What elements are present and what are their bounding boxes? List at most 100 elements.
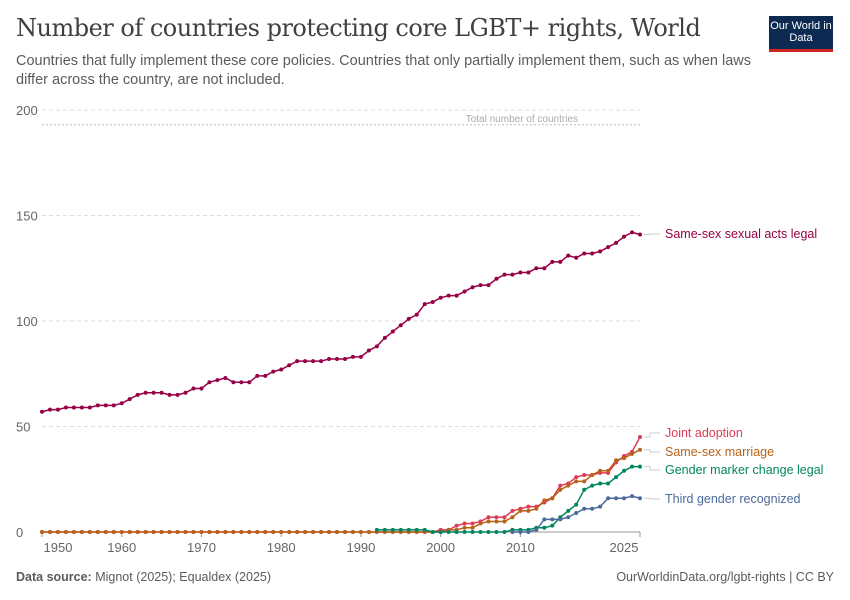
data-point: [510, 508, 515, 513]
data-point: [630, 494, 635, 499]
data-point: [47, 407, 52, 412]
data-point: [526, 530, 531, 534]
data-source: Data source: Mignot (2025); Equaldex (20…: [16, 570, 271, 584]
data-point: [231, 530, 236, 534]
data-point: [478, 530, 483, 534]
data-point: [358, 354, 363, 359]
data-point: [622, 234, 627, 239]
data-point: [151, 530, 156, 534]
x-tick-label: 1970: [187, 540, 216, 555]
data-point: [638, 435, 642, 440]
data-point: [199, 386, 204, 391]
data-point: [159, 530, 164, 534]
data-point: [598, 468, 603, 473]
data-point: [247, 530, 252, 534]
data-point: [207, 530, 212, 534]
series-line-gender-marker-change-legal: [376, 465, 640, 533]
data-point: [486, 530, 491, 534]
y-tick-label: 0: [16, 525, 23, 540]
data-point: [430, 530, 435, 534]
x-tick-label: 2000: [426, 540, 455, 555]
data-point: [199, 530, 204, 534]
data-point: [454, 530, 459, 534]
data-point: [366, 530, 371, 534]
data-point: [366, 348, 371, 353]
data-point: [558, 487, 563, 492]
series-line-same-sex-sexual-acts-legal: [41, 231, 641, 413]
data-point: [135, 530, 140, 534]
data-point: [470, 521, 475, 526]
data-point: [590, 506, 595, 511]
series-line-same-sex-marriage: [42, 449, 641, 533]
data-point: [582, 506, 587, 511]
data-point: [566, 483, 571, 488]
data-point: [486, 283, 491, 288]
data-point: [590, 251, 595, 256]
data-point: [606, 245, 611, 250]
data-point: [606, 496, 611, 501]
data-point: [215, 530, 220, 534]
data-point: [558, 259, 563, 264]
data-point: [478, 283, 483, 288]
data-point: [271, 530, 276, 534]
owid-logo[interactable]: Our World in Data: [769, 16, 833, 52]
data-point: [390, 329, 395, 334]
data-point: [119, 530, 124, 534]
data-point: [279, 530, 284, 534]
source-text[interactable]: Mignot (2025); Equaldex (2025): [95, 570, 272, 584]
data-point: [255, 373, 260, 378]
data-point: [398, 527, 403, 532]
data-point: [143, 530, 148, 534]
data-point: [518, 508, 523, 513]
data-point: [79, 405, 84, 410]
data-point: [566, 253, 571, 258]
data-point: [414, 527, 419, 532]
data-point: [510, 515, 515, 520]
data-point: [462, 530, 467, 534]
data-point: [239, 380, 244, 385]
data-point: [406, 316, 411, 321]
data-point: [295, 530, 300, 534]
data-point: [558, 517, 563, 522]
data-point: [486, 519, 491, 524]
data-point: [135, 392, 140, 397]
data-point: [606, 468, 611, 473]
data-point: [342, 356, 347, 361]
data-point: [598, 249, 603, 254]
label-connector: [644, 432, 660, 438]
data-point: [526, 504, 531, 509]
source-label: Data source:: [16, 570, 92, 584]
data-point: [622, 468, 627, 473]
data-point: [630, 464, 635, 469]
data-point: [614, 496, 619, 501]
reference-line-label: Total number of countries: [466, 114, 578, 125]
data-point: [526, 270, 531, 275]
data-point: [550, 517, 555, 522]
data-point: [462, 525, 467, 530]
data-point: [414, 312, 419, 317]
data-point: [622, 456, 627, 461]
data-point: [494, 276, 499, 281]
data-point: [582, 473, 587, 478]
footer-url[interactable]: OurWorldinData.org/lgbt-rights | CC BY: [616, 570, 834, 584]
data-point: [327, 530, 332, 534]
data-point: [335, 356, 340, 361]
y-tick-label: 50: [16, 420, 30, 435]
data-point: [502, 515, 507, 520]
data-point: [598, 504, 603, 509]
data-point: [231, 380, 236, 385]
data-point: [542, 498, 547, 503]
label-connector: [644, 449, 660, 453]
data-point: [55, 407, 60, 412]
data-point: [255, 530, 260, 534]
data-point: [526, 508, 531, 513]
data-point: [478, 521, 483, 526]
series-label: Gender marker change legal: [665, 463, 823, 477]
data-point: [271, 369, 276, 374]
data-point: [55, 530, 60, 534]
data-point: [534, 527, 539, 532]
data-point: [167, 530, 172, 534]
data-point: [303, 530, 308, 534]
data-point: [542, 266, 547, 271]
label-connector: [644, 466, 660, 471]
